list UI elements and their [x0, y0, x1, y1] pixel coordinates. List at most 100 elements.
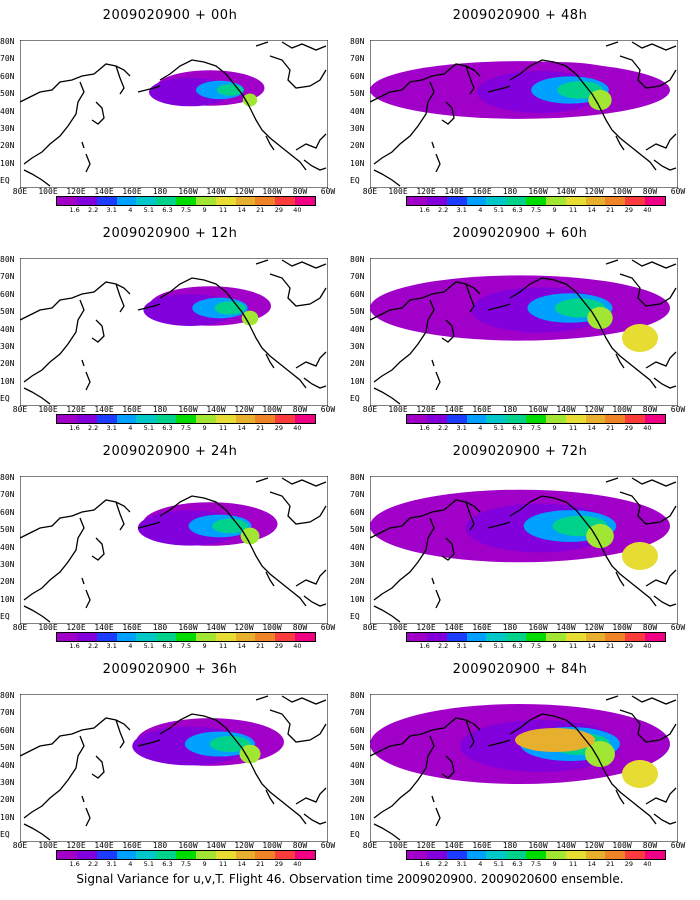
colorbar-label: 4 [478, 206, 483, 214]
colorbar-swatch [466, 633, 487, 641]
coastline [441, 101, 455, 125]
colorbar-swatch [545, 851, 566, 859]
variance-contour [214, 301, 246, 315]
lat-tick-label: 40N [350, 542, 365, 552]
colorbar-label: 9 [552, 860, 557, 868]
lat-tick-label: 20N [350, 577, 365, 587]
figure-caption: Signal Variance for u,v,T. Flight 46. Ob… [76, 872, 624, 886]
coastline [303, 159, 327, 171]
colorbar-swatch [407, 197, 427, 205]
lon-tick-label: 80E [362, 623, 378, 632]
coastline [91, 101, 105, 125]
colorbar-label: 29 [274, 424, 283, 432]
lat-tick-label: 10N [0, 594, 15, 604]
lon-tick-label: 80W [642, 841, 658, 850]
lon-tick-label: 120W [234, 841, 254, 850]
coastline [295, 351, 327, 369]
map-plot [20, 258, 328, 406]
colorbar-label: 7.5 [180, 860, 192, 868]
coastline [81, 795, 91, 827]
coastlines [20, 695, 327, 841]
coastline [265, 135, 275, 151]
colorbar-swatch [565, 633, 586, 641]
coastline [373, 169, 401, 187]
colorbar-swatch [526, 851, 546, 859]
colorbar-swatch [446, 197, 467, 205]
coastline [255, 695, 327, 705]
colorbar-label: 5.1 [493, 642, 505, 650]
colorbar-label: 3.1 [456, 642, 467, 650]
coastline [23, 605, 51, 623]
lon-tick-label: 140E [444, 187, 464, 196]
colorbar-swatch [625, 197, 646, 205]
coastline [373, 299, 435, 383]
lon-tick-label: 120W [234, 187, 254, 196]
colorbar-label: 2.2 [437, 860, 449, 868]
lat-tick-label: 50N [0, 307, 15, 317]
lat-tick-label: 30N [0, 124, 15, 134]
colorbar-label: 4 [478, 642, 483, 650]
colorbar-swatch [426, 851, 447, 859]
lat-tick-label: 80N [350, 473, 365, 482]
lat-tick-label: 50N [350, 89, 365, 99]
colorbar-label: 3.1 [456, 860, 467, 868]
colorbar-label: 29 [274, 206, 283, 214]
colorbar [406, 632, 666, 642]
lon-tick-label: 100E [388, 841, 408, 850]
variance-contour [242, 93, 258, 107]
colorbar-label: 3.1 [456, 206, 467, 214]
colorbar-label: 7.5 [530, 860, 542, 868]
coastline [487, 85, 511, 93]
coastline [303, 813, 327, 825]
map-panel: 2009020900 + 00h 80N 70N 60N 50N 40N 30N 20N 10N… [0, 0, 340, 215]
panel-title: 2009020900 + 36h [102, 662, 238, 677]
colorbar-swatch [545, 415, 566, 423]
colorbar-label: 11 [219, 642, 228, 650]
lon-tick-label: 160E [472, 405, 492, 414]
colorbar-label: 3.1 [106, 642, 117, 650]
lat-tick-label: 10N [0, 812, 15, 822]
colorbar-swatch [215, 415, 236, 423]
coastlines [20, 477, 327, 623]
colorbar-label: 2.2 [87, 424, 99, 432]
colorbar-swatch [275, 197, 296, 205]
map-frame [20, 694, 328, 842]
colorbar-swatch [545, 197, 566, 205]
lon-tick-label: 120W [584, 187, 604, 196]
colorbar [56, 196, 316, 206]
coastline [615, 789, 625, 805]
variance-contour [586, 523, 614, 549]
lat-tick-label: EQ [350, 176, 360, 186]
lon-tick-label: 120E [416, 187, 436, 196]
coastline [615, 571, 625, 587]
coastline [303, 377, 327, 389]
lon-tick-label: 120E [416, 623, 436, 632]
coastline [91, 537, 105, 561]
colorbar-swatch [156, 633, 177, 641]
colorbar-swatch [57, 633, 77, 641]
colorbar-swatch [76, 851, 97, 859]
lon-tick-label: 140E [444, 405, 464, 414]
colorbar-label: 40 [293, 424, 302, 432]
colorbar-label: 29 [274, 642, 283, 650]
lon-tick-label: 180 [502, 841, 518, 850]
colorbar-label: 40 [643, 860, 652, 868]
colorbar-label: 14 [237, 424, 246, 432]
colorbar-swatch [96, 415, 117, 423]
coastlines [370, 477, 677, 623]
colorbar-label: 9 [552, 424, 557, 432]
colorbar-label: 6.3 [162, 860, 173, 868]
colorbar-label: 21 [606, 642, 615, 650]
colorbar-labels: 1.6 2.2 3.1 4 5.1 6.3 7.5 9 11 14 21 29 40 [406, 425, 666, 433]
lat-tick-label: 70N [0, 708, 15, 718]
lat-tick-label: 60N [350, 71, 365, 81]
lon-tick-label: 80W [642, 623, 658, 632]
lat-tick-label: 20N [0, 795, 15, 805]
lon-tick-label: 160E [472, 841, 492, 850]
colorbar-label: 40 [293, 642, 302, 650]
variance-contour [622, 324, 658, 352]
lon-tick-label: 140E [94, 187, 114, 196]
colorbar-label: 4 [128, 424, 133, 432]
lat-tick-label: 60N [0, 507, 15, 517]
lat-tick-label: 20N [350, 141, 365, 151]
